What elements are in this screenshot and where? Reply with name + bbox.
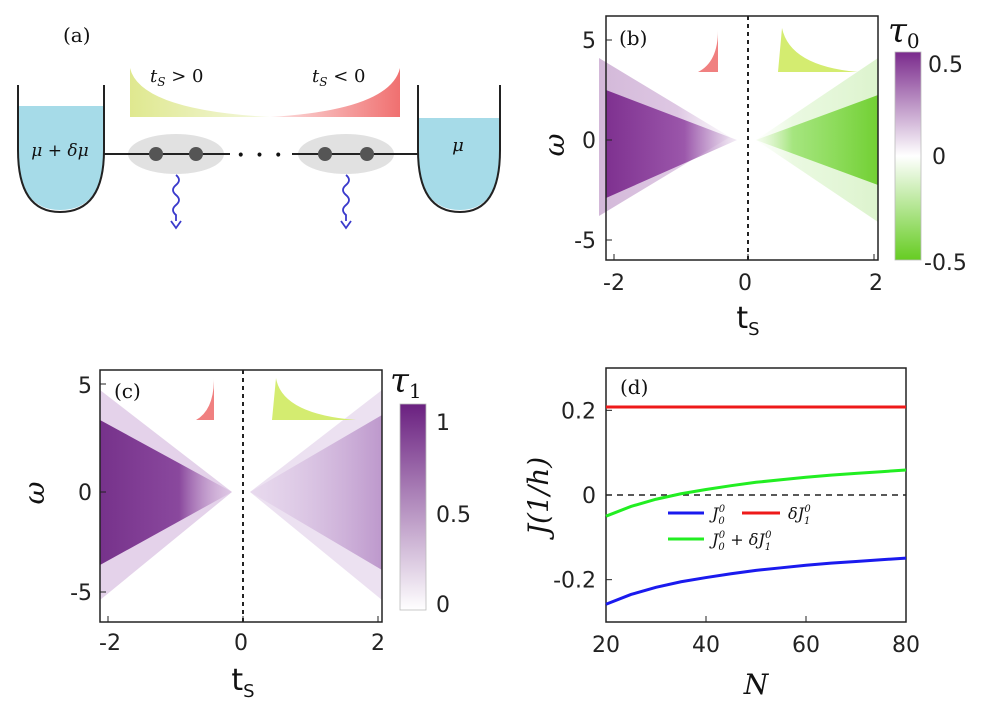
d-ylabel: J(1/h) <box>522 457 555 540</box>
b-axes-frame <box>605 15 879 261</box>
legend-label-j00: J00 <box>709 504 726 527</box>
d-xlabel: N <box>743 668 770 701</box>
b-ytick: -5 <box>574 229 596 254</box>
c-ytick: 5 <box>78 374 92 399</box>
site-dot <box>189 147 203 161</box>
d-xtick-label: 60 <box>792 633 820 658</box>
d-legend: J00 δJ10 J00 + δJ10 <box>668 504 811 553</box>
c-colorbar-title: τ1 <box>390 361 422 403</box>
legend-label-dj10: δJ10 <box>788 504 811 527</box>
c-inset-green <box>272 378 356 420</box>
b-ytick: 0 <box>582 129 596 154</box>
c-cb-tick: 0.5 <box>436 503 471 528</box>
b-colorbar <box>894 51 922 261</box>
b-xtick: -2 <box>603 271 625 296</box>
d-ytick-label: -0.2 <box>553 569 596 594</box>
b-green-wedge <box>756 95 878 185</box>
left-reservoir-outline <box>17 85 105 214</box>
c-xtick: 2 <box>371 631 385 656</box>
b-cb-tick: 0 <box>932 145 946 170</box>
dissipation-arrow-left <box>172 174 180 221</box>
b-xlabel: tS <box>736 301 759 340</box>
site-dot <box>149 147 163 161</box>
b-cb-tick: -0.5 <box>924 251 967 276</box>
site-dot <box>318 147 332 161</box>
b-ticks <box>606 39 875 260</box>
c-ytick: -5 <box>70 581 92 606</box>
panel-c: (c) 5 0 -5 -2 0 2 tS ω τ1 1 0.5 0 <box>18 361 471 702</box>
d-panel-label: (d) <box>620 375 648 399</box>
left-reservoir-fill <box>18 106 104 210</box>
c-cb-tick: 0 <box>436 593 450 618</box>
d-xtick-label: 20 <box>592 633 620 658</box>
b-panel-label: (b) <box>619 26 647 50</box>
c-panel-label: (c) <box>114 379 141 403</box>
c-ticks <box>100 383 379 622</box>
c-xtick: -2 <box>99 631 121 656</box>
c-ytick: 0 <box>78 481 92 506</box>
profile-right-localized <box>270 68 400 117</box>
d-plot-area <box>605 405 907 606</box>
c-right-wedge <box>250 415 382 570</box>
left-reservoir-label: μ + δμ <box>31 141 88 161</box>
b-inset-red <box>634 30 718 72</box>
site-dot <box>360 147 374 161</box>
c-left-wedge <box>100 420 232 565</box>
panel-d: (d) 20 40 60 80 0.2 0 -0.2 N J(1/h) J00 δJ10 J… <box>522 367 920 701</box>
ts-negative-label: tS < 0 <box>312 66 365 89</box>
series-line-J00 <box>605 556 907 606</box>
right-reservoir-fill <box>418 118 500 210</box>
dissipation-arrow-right <box>342 174 350 221</box>
right-reservoir-label: μ <box>452 135 464 156</box>
c-ylabel: ω <box>18 481 51 504</box>
c-xlabel: tS <box>231 663 254 702</box>
d-xtick-label: 40 <box>692 633 720 658</box>
b-ylabel: ω <box>538 133 571 156</box>
d-ytick-label: 0.2 <box>561 399 596 424</box>
c-xtick: 0 <box>234 631 248 656</box>
series-line-sum <box>605 468 907 518</box>
b-xtick: 0 <box>738 271 752 296</box>
c-cb-tick: 1 <box>436 411 450 436</box>
c-inset-red <box>132 378 214 420</box>
profile-left-localized <box>130 68 270 117</box>
c-axes-frame <box>99 369 383 623</box>
d-xtick-label: 80 <box>892 633 920 658</box>
panel-a: (a) μ + δμ μ tS > 0 tS < 0 • • • <box>17 23 501 230</box>
d-ticks: 20 40 60 80 0.2 0 -0.2 <box>553 399 920 658</box>
right-reservoir-outline <box>417 85 501 214</box>
b-purple-wedge <box>606 90 737 198</box>
legend-label-sum: J00 + δJ10 <box>709 530 772 553</box>
c-colorbar <box>399 403 427 611</box>
ts-positive-label: tS > 0 <box>150 66 203 89</box>
b-xtick: 2 <box>869 271 883 296</box>
b-ytick: 5 <box>582 29 596 54</box>
b-inset-green <box>778 28 858 72</box>
panel-b: (b) 5 0 -5 -2 0 2 tS ω τ0 0.5 0 -0.5 <box>538 11 967 340</box>
b-colorbar-title: τ0 <box>888 11 920 53</box>
d-ytick-label: 0 <box>582 484 596 509</box>
chain-ellipsis: • • • <box>237 148 286 164</box>
b-cb-tick: 0.5 <box>928 53 963 78</box>
panel-a-label: (a) <box>63 23 91 47</box>
